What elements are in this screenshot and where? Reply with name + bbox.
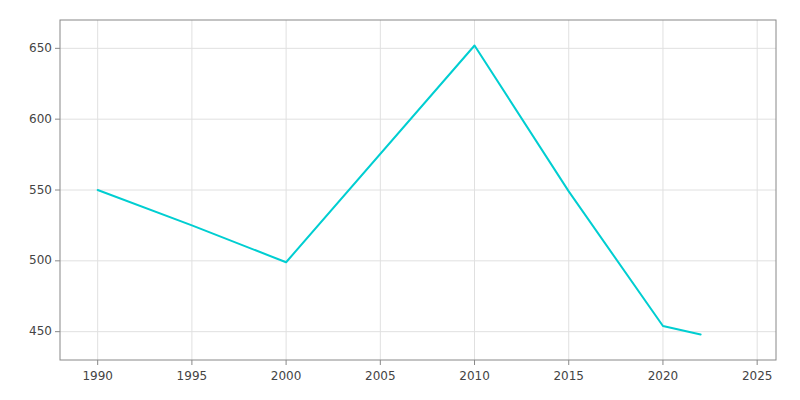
x-tick-label: 2005 [365,369,396,383]
y-tick [55,119,60,120]
y-grid-line [60,48,776,49]
y-grid-line [60,331,776,332]
y-tick-label: 650 [29,41,52,55]
x-tick-label: 1995 [177,369,208,383]
y-grid-line [60,190,776,191]
x-tick [474,360,475,365]
y-tick [55,48,60,49]
x-tick-label: 2025 [742,369,773,383]
x-grid-line [191,20,192,360]
grid [60,20,776,360]
data-line [98,46,701,335]
chart: 450 500 550 600 650 1990 1995 2000 2005 2010 2015 2… [0,0,800,400]
x-tick-label: 2020 [648,369,679,383]
x-grid-line [286,20,287,360]
x-tick-label: 2010 [459,369,490,383]
y-tick-label: 600 [29,112,52,126]
y-tick [55,331,60,332]
x-grid-line [757,20,758,360]
y-tick-label: 500 [29,253,52,267]
x-tick-label: 1990 [82,369,113,383]
x-tick [568,360,569,365]
x-grid-line [474,20,475,360]
x-tick-label: 2015 [553,369,584,383]
x-grid-line [380,20,381,360]
x-tick [191,360,192,365]
plot-area [98,46,701,335]
y-tick [55,260,60,261]
y-tick-label: 450 [29,324,52,338]
x-tick [97,360,98,365]
x-tick [662,360,663,365]
axes: 450 500 550 600 650 1990 1995 2000 2005 2010 2015 2… [29,20,776,383]
x-tick [380,360,381,365]
y-grid-line [60,119,776,120]
x-tick [286,360,287,365]
y-grid-line [60,260,776,261]
chart-container: 450 500 550 600 650 1990 1995 2000 2005 2010 2015 2… [0,0,800,400]
x-grid-line [662,20,663,360]
y-tick-label: 550 [29,183,52,197]
plot-frame [60,20,776,360]
x-tick-label: 2000 [271,369,302,383]
x-tick [757,360,758,365]
y-tick [55,190,60,191]
